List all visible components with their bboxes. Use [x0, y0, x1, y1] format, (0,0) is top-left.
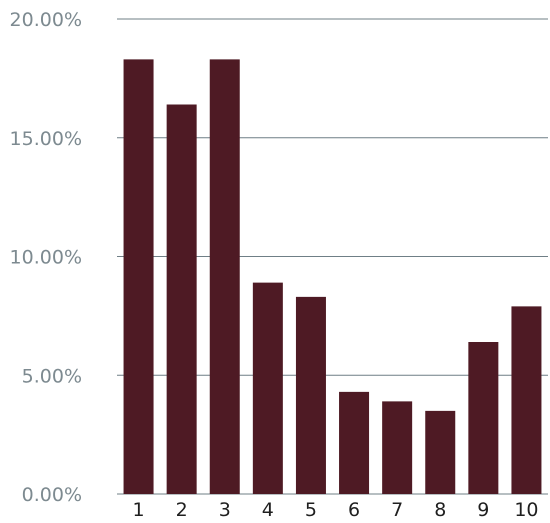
x-tick-label: 1: [133, 499, 145, 521]
x-tick-label: 5: [305, 499, 317, 521]
x-axis-ticks: 1 2 3 4 5 6 7 8 9 10: [133, 499, 539, 521]
x-tick-label: 7: [391, 499, 403, 521]
x-tick-label: 2: [176, 499, 188, 521]
y-tick-label: 15.00%: [10, 128, 82, 150]
bar-1: [123, 59, 154, 494]
bar-5: [295, 296, 326, 494]
bar-2: [166, 104, 197, 494]
x-tick-label: 9: [477, 499, 489, 521]
bar-7: [382, 401, 413, 494]
y-tick-label: 0.00%: [22, 484, 82, 506]
y-tick-label: 20.00%: [10, 9, 82, 31]
bar-4: [252, 282, 283, 494]
x-tick-label: 6: [348, 499, 360, 521]
x-tick-label: 4: [262, 499, 274, 521]
bar-3: [209, 59, 240, 494]
bar-9: [468, 342, 499, 494]
y-tick-label: 10.00%: [10, 247, 82, 269]
x-tick-label: 3: [219, 499, 231, 521]
bar-6: [339, 391, 370, 494]
x-tick-label: 8: [434, 499, 446, 521]
bar-10: [511, 306, 542, 494]
y-tick-label: 5.00%: [22, 365, 82, 387]
y-axis-ticks: 0.00% 5.00% 10.00% 15.00% 20.00%: [10, 9, 82, 506]
bars: [123, 59, 542, 494]
x-tick-label: 10: [514, 499, 538, 521]
bar-8: [425, 410, 456, 494]
